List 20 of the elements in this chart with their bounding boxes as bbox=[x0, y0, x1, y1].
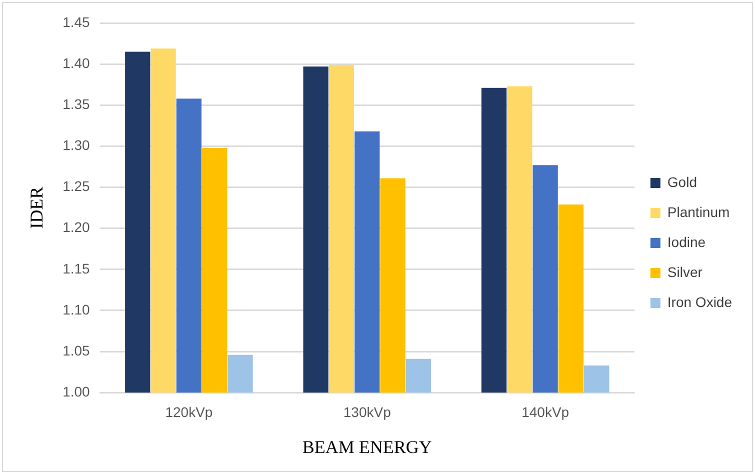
y-tick-label: 1.05 bbox=[62, 342, 90, 358]
y-tick-label: 1.35 bbox=[62, 96, 90, 112]
x-tick-label: 120kVp bbox=[165, 404, 213, 420]
y-tick-label: 1.00 bbox=[62, 383, 90, 400]
legend-label: Iodine bbox=[667, 234, 706, 250]
y-tick-label: 1.45 bbox=[62, 14, 90, 30]
x-tick-label: 140kVp bbox=[522, 404, 570, 420]
x-tick-label: 130kVp bbox=[343, 404, 392, 420]
y-axis-title: IDER bbox=[26, 186, 47, 229]
legend-label: Silver bbox=[667, 264, 703, 280]
y-tick-label: 1.40 bbox=[62, 54, 90, 71]
y-tick-label: 1.25 bbox=[62, 178, 90, 194]
y-tick-label: 1.30 bbox=[62, 137, 90, 154]
y-tick-label: 1.10 bbox=[62, 301, 90, 318]
y-tick-label: 1.20 bbox=[62, 219, 90, 236]
legend-label: Plantinum bbox=[667, 204, 730, 220]
y-tick-label: 1.15 bbox=[62, 260, 90, 276]
legend-label: Iron Oxide bbox=[667, 294, 732, 310]
legend-label: Gold bbox=[667, 174, 697, 190]
x-axis-title: BEAM ENERGY bbox=[302, 436, 432, 457]
